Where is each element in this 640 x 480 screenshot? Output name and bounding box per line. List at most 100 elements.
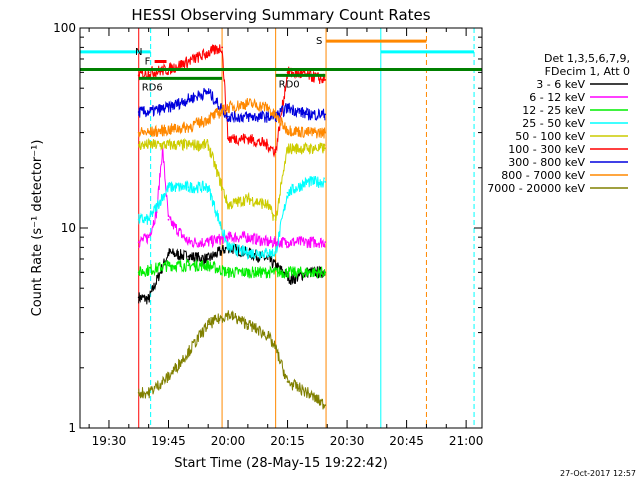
data-point bbox=[247, 102, 249, 105]
data-point bbox=[227, 246, 229, 249]
data-point bbox=[306, 241, 309, 244]
y-tick-label: 100 bbox=[53, 21, 76, 35]
x-tick-label: 20:30 bbox=[330, 434, 365, 448]
flag-label-f: F bbox=[145, 56, 151, 67]
data-point bbox=[227, 204, 229, 207]
data-point bbox=[306, 271, 309, 274]
data-point bbox=[167, 186, 170, 189]
series-trace bbox=[138, 137, 326, 221]
x-tick-label: 20:45 bbox=[389, 434, 424, 448]
data-point bbox=[286, 381, 289, 383]
data-point bbox=[207, 118, 210, 121]
series-trace bbox=[138, 175, 326, 260]
series-trace bbox=[138, 87, 326, 123]
data-point bbox=[187, 241, 190, 244]
data-point bbox=[227, 313, 229, 316]
legend-label: 3 - 6 keV bbox=[536, 78, 585, 91]
legend-label: 300 - 800 keV bbox=[508, 156, 585, 169]
data-point bbox=[324, 241, 327, 244]
data-point bbox=[274, 218, 277, 221]
legend-header: Det 1,3,5,6,7,9, bbox=[544, 52, 630, 65]
data-point bbox=[187, 186, 190, 189]
data-point bbox=[286, 271, 289, 274]
flag-label-rd6: RD6 bbox=[142, 82, 163, 93]
data-point bbox=[187, 60, 190, 63]
data-point bbox=[137, 391, 140, 394]
data-point bbox=[227, 106, 229, 109]
data-point bbox=[137, 271, 140, 274]
data-point bbox=[137, 144, 140, 146]
legend-label: 50 - 100 keV bbox=[515, 130, 585, 143]
data-point bbox=[207, 241, 210, 244]
data-point bbox=[187, 98, 190, 101]
data-point bbox=[207, 264, 210, 267]
data-point bbox=[266, 258, 269, 260]
legend-label: 25 - 50 keV bbox=[522, 117, 585, 130]
axes: 1 10 100 19:30 19:45 20:00 20:15 20:30 20:45 21:0… bbox=[53, 21, 483, 448]
data-point bbox=[227, 236, 229, 239]
data-point bbox=[266, 144, 269, 146]
data-point bbox=[207, 144, 210, 146]
x-tick-label: 21:00 bbox=[449, 434, 484, 448]
series-trace bbox=[138, 43, 326, 158]
x-tick-label: 20:15 bbox=[270, 434, 305, 448]
series-trace bbox=[138, 310, 326, 410]
data-point bbox=[207, 90, 210, 93]
data-point bbox=[147, 298, 150, 301]
data-point bbox=[167, 376, 170, 378]
data-point bbox=[155, 211, 158, 214]
data-point bbox=[286, 71, 289, 74]
data-point bbox=[137, 131, 140, 134]
data-point bbox=[167, 144, 170, 146]
series-3-to-6keV bbox=[137, 243, 327, 305]
data-point bbox=[227, 137, 229, 140]
data-point bbox=[147, 236, 150, 239]
data-point bbox=[290, 279, 293, 281]
series-800-to-7000keV bbox=[137, 97, 327, 139]
data-point bbox=[167, 128, 170, 131]
data-point bbox=[147, 111, 150, 113]
data-point bbox=[207, 52, 210, 54]
data-point bbox=[137, 296, 140, 299]
data-point bbox=[324, 131, 327, 134]
legend-label: 7000 - 20000 keV bbox=[487, 182, 585, 195]
data-point bbox=[306, 147, 309, 150]
data-point bbox=[207, 258, 210, 260]
data-point bbox=[306, 131, 309, 134]
data-point bbox=[324, 79, 327, 81]
data-point bbox=[247, 137, 249, 140]
data-point bbox=[324, 113, 327, 116]
legend-label: 12 - 25 keV bbox=[522, 104, 585, 117]
data-point bbox=[306, 391, 309, 394]
x-tick-label: 19:30 bbox=[92, 434, 127, 448]
data-point bbox=[147, 218, 150, 221]
data-point bbox=[286, 241, 289, 244]
data-point bbox=[286, 128, 289, 131]
data-point bbox=[187, 264, 190, 267]
legend-label: 6 - 12 keV bbox=[529, 91, 585, 104]
data-point bbox=[266, 115, 269, 118]
data-point bbox=[137, 74, 140, 77]
series-trace bbox=[138, 258, 326, 279]
series-50-to-100keV bbox=[137, 137, 327, 221]
data-point bbox=[187, 255, 190, 258]
data-point bbox=[324, 147, 327, 150]
data-point bbox=[266, 106, 269, 109]
data-point bbox=[207, 323, 210, 326]
data-point bbox=[221, 46, 224, 49]
data-point bbox=[167, 106, 170, 109]
series-25-to-50keV bbox=[137, 175, 327, 260]
data-point bbox=[187, 144, 190, 146]
data-point bbox=[266, 334, 269, 337]
data-point bbox=[247, 271, 249, 274]
series-7000-to-20000keV bbox=[137, 310, 327, 410]
data-point bbox=[274, 252, 277, 254]
plot-area bbox=[79, 28, 475, 428]
data-point bbox=[306, 113, 309, 116]
data-point bbox=[137, 111, 140, 113]
data-point bbox=[247, 323, 249, 326]
data-point bbox=[274, 115, 277, 118]
footer-timestamp: 27-Oct-2017 12:57 bbox=[560, 469, 636, 478]
legend-header: FDecim 1, Att 0 bbox=[545, 65, 630, 78]
data-point bbox=[324, 271, 327, 274]
